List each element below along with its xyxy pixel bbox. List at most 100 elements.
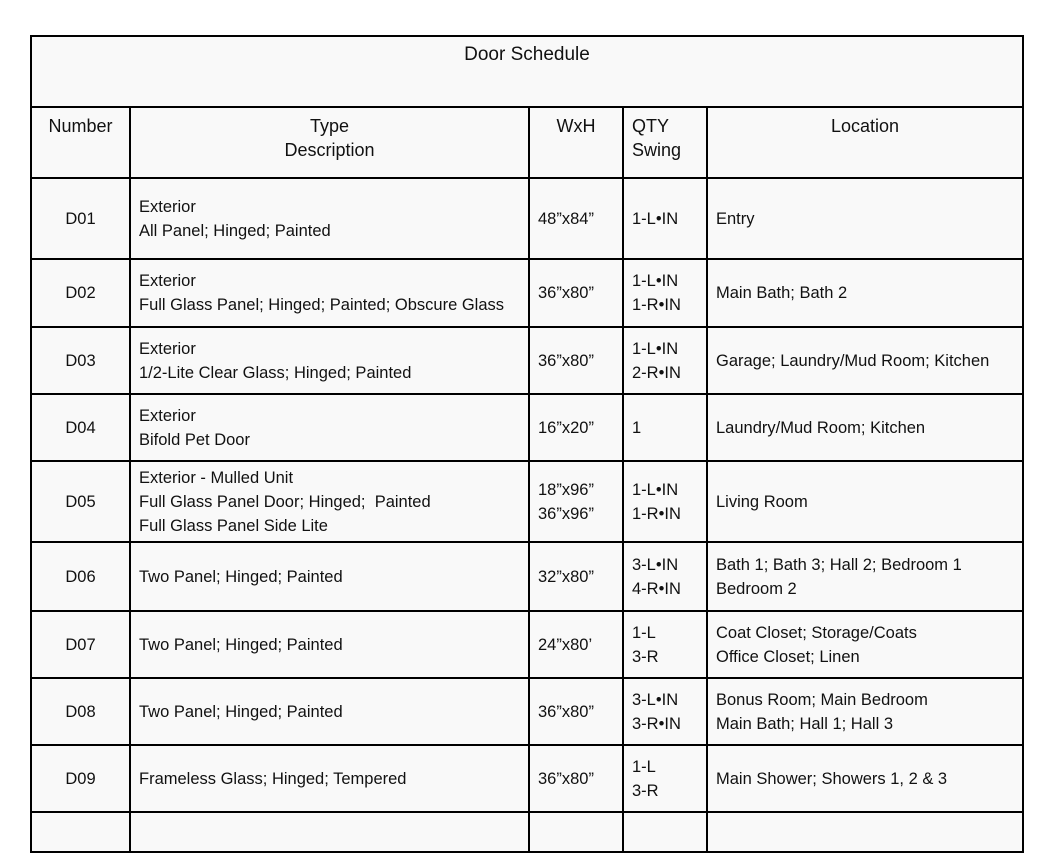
door-location-line: Living Room: [716, 492, 808, 511]
door-description-line: All Panel; Hinged; Painted: [139, 221, 331, 240]
door-size: 36”x80”: [528, 744, 624, 813]
door-location-line: Bath 1; Bath 3; Hall 2; Bedroom 1: [716, 555, 962, 574]
door-qty-swing-line: 1-L•IN: [632, 272, 679, 290]
door-location-line: Laundry/Mud Room; Kitchen: [716, 418, 926, 437]
door-qty-swing-line: 1-L•IN: [632, 480, 679, 499]
door-location-line: Entry: [716, 209, 755, 228]
door-description: Two Panel; Hinged; Painted: [129, 541, 530, 612]
door-description: Exterior All Panel; Hinged; Painted: [129, 177, 530, 260]
door-qty-swing-line: 1-R•IN: [632, 296, 681, 314]
door-qty-swing: 3-L•IN 4-R•IN: [622, 541, 708, 612]
door-size: 18”x96” 36”x96”: [528, 460, 624, 543]
empty-cell: [129, 811, 530, 853]
door-qty-swing-line: 3-R: [632, 781, 659, 800]
door-size: 36”x80”: [528, 677, 624, 746]
door-qty-swing-line: 1-L: [632, 623, 656, 642]
door-qty-swing: 1-L•IN: [622, 177, 708, 260]
door-location: Main Shower; Showers 1, 2 & 3: [706, 744, 1024, 813]
door-description-line: Two Panel; Hinged; Painted: [139, 702, 343, 721]
header-size: WxH: [528, 106, 624, 179]
door-size: 16”x20”: [528, 393, 624, 462]
door-description-line: Two Panel; Hinged; Painted: [139, 635, 343, 654]
door-location: Garage; Laundry/Mud Room; Kitchen: [706, 326, 1024, 395]
door-location: Bonus Room; Main Bedroom Main Bath; Hall …: [706, 677, 1024, 746]
door-qty-swing-line: 1-R•IN: [632, 504, 681, 523]
door-description-line: Bifold Pet Door: [139, 430, 250, 449]
door-size-line: 36”x80”: [538, 702, 594, 721]
door-location: Bath 1; Bath 3; Hall 2; Bedroom 1 Bedroom…: [706, 541, 1024, 612]
door-qty-swing: 1-L•IN 1-R•IN: [622, 460, 708, 543]
door-description-line: Full Glass Panel; Hinged; Painted; Obscu…: [139, 296, 505, 314]
door-location-line: Garage; Laundry/Mud Room; Kitchen: [716, 351, 990, 370]
door-description: Exterior Full Glass Panel; Hinged; Painte…: [129, 258, 530, 328]
table-row: D03 Exterior 1/2-Lite Clear Glass; Hinged;…: [30, 326, 1024, 395]
door-location-line: Coat Closet; Storage/Coats: [716, 623, 917, 642]
door-qty-swing: 1-L•IN 2-R•IN: [622, 326, 708, 395]
door-size-line: 32”x80”: [538, 567, 594, 586]
door-description: Exterior Bifold Pet Door: [129, 393, 530, 462]
door-location: Entry: [706, 177, 1024, 260]
door-description: Two Panel; Hinged; Painted: [129, 610, 530, 679]
empty-cell: [622, 811, 708, 853]
table-row: D06 Two Panel; Hinged; Painted 32”x80” 3-L•…: [30, 541, 1024, 612]
door-location: Main Bath; Bath 2: [706, 258, 1024, 328]
door-description-line: Exterior: [139, 339, 196, 358]
door-qty-swing-line: 2-R•IN: [632, 363, 681, 382]
door-size-line: 36”x80”: [538, 284, 594, 302]
door-qty-swing-line: 1: [632, 418, 642, 437]
door-size-line: 16”x20”: [538, 418, 594, 437]
door-qty-swing-line: 4-R•IN: [632, 579, 681, 598]
door-size: 32”x80”: [528, 541, 624, 612]
door-size-line: 24”x80’: [538, 635, 593, 654]
door-number: D07: [30, 610, 131, 679]
door-location-line: Bedroom 2: [716, 579, 797, 598]
header-qty: QTY Swing: [622, 106, 708, 179]
door-description-line: Full Glass Panel Door; Hinged; Painted: [139, 492, 431, 511]
door-description-line: Exterior: [139, 406, 196, 425]
door-description-line: Frameless Glass; Hinged; Tempered: [139, 769, 407, 788]
table-title: Door Schedule: [30, 35, 1024, 108]
empty-cell: [706, 811, 1024, 853]
door-description: Exterior 1/2-Lite Clear Glass; Hinged; Pa…: [129, 326, 530, 395]
door-size: 36”x80”: [528, 258, 624, 328]
door-number: D03: [30, 326, 131, 395]
door-qty-swing-line: 1-L•IN: [632, 339, 679, 358]
door-qty-swing-line: 1-L•IN: [632, 209, 679, 228]
door-description-line: Full Glass Panel Side Lite: [139, 516, 328, 535]
door-number: D06: [30, 541, 131, 612]
door-size: 36”x80”: [528, 326, 624, 395]
door-description: Two Panel; Hinged; Painted: [129, 677, 530, 746]
door-size-line: 36”x80”: [538, 769, 594, 788]
door-number: D09: [30, 744, 131, 813]
door-description-line: Exterior: [139, 272, 196, 290]
door-location-line: Main Bath; Hall 1; Hall 3: [716, 714, 893, 733]
table-row: D07 Two Panel; Hinged; Painted 24”x80’ 1-L 3…: [30, 610, 1024, 679]
door-location: Laundry/Mud Room; Kitchen: [706, 393, 1024, 462]
table-row: D02 Exterior Full Glass Panel; Hinged; Pai…: [30, 258, 1024, 328]
table-row: D05 Exterior - Mulled Unit Full Glass Pane…: [30, 460, 1024, 543]
header-number: Number: [30, 106, 131, 179]
door-location: Coat Closet; Storage/Coats Office Closet;…: [706, 610, 1024, 679]
door-description: Exterior - Mulled Unit Full Glass Panel D…: [129, 460, 530, 543]
header-location: Location: [706, 106, 1024, 179]
door-qty-swing-line: 3-L•IN: [632, 690, 679, 709]
door-qty-swing: 1-L 3-R: [622, 744, 708, 813]
table-row-empty: [30, 811, 1024, 853]
door-number: D01: [30, 177, 131, 260]
door-qty-swing-line: 1-L: [632, 757, 656, 776]
door-location-line: Bonus Room; Main Bedroom: [716, 690, 928, 709]
door-schedule-table: Door Schedule Number Type Description WxH…: [30, 35, 1024, 853]
door-qty-swing: 3-L•IN 3-R•IN: [622, 677, 708, 746]
door-location-line: Main Shower; Showers 1, 2 & 3: [716, 769, 948, 788]
door-qty-swing: 1-L•IN 1-R•IN: [622, 258, 708, 328]
door-description-line: Two Panel; Hinged; Painted: [139, 567, 343, 586]
door-qty-swing-line: 3-L•IN: [632, 555, 679, 574]
door-size-line: 18”x96”: [538, 480, 594, 499]
table-row: D01 Exterior All Panel; Hinged; Painted 48”…: [30, 177, 1024, 260]
door-number: D08: [30, 677, 131, 746]
door-number: D02: [30, 258, 131, 328]
door-location-line: Main Bath; Bath 2: [716, 284, 848, 302]
door-description-line: Exterior: [139, 197, 196, 216]
door-size-line: 36”x96”: [538, 504, 594, 523]
door-size: 48”x84”: [528, 177, 624, 260]
